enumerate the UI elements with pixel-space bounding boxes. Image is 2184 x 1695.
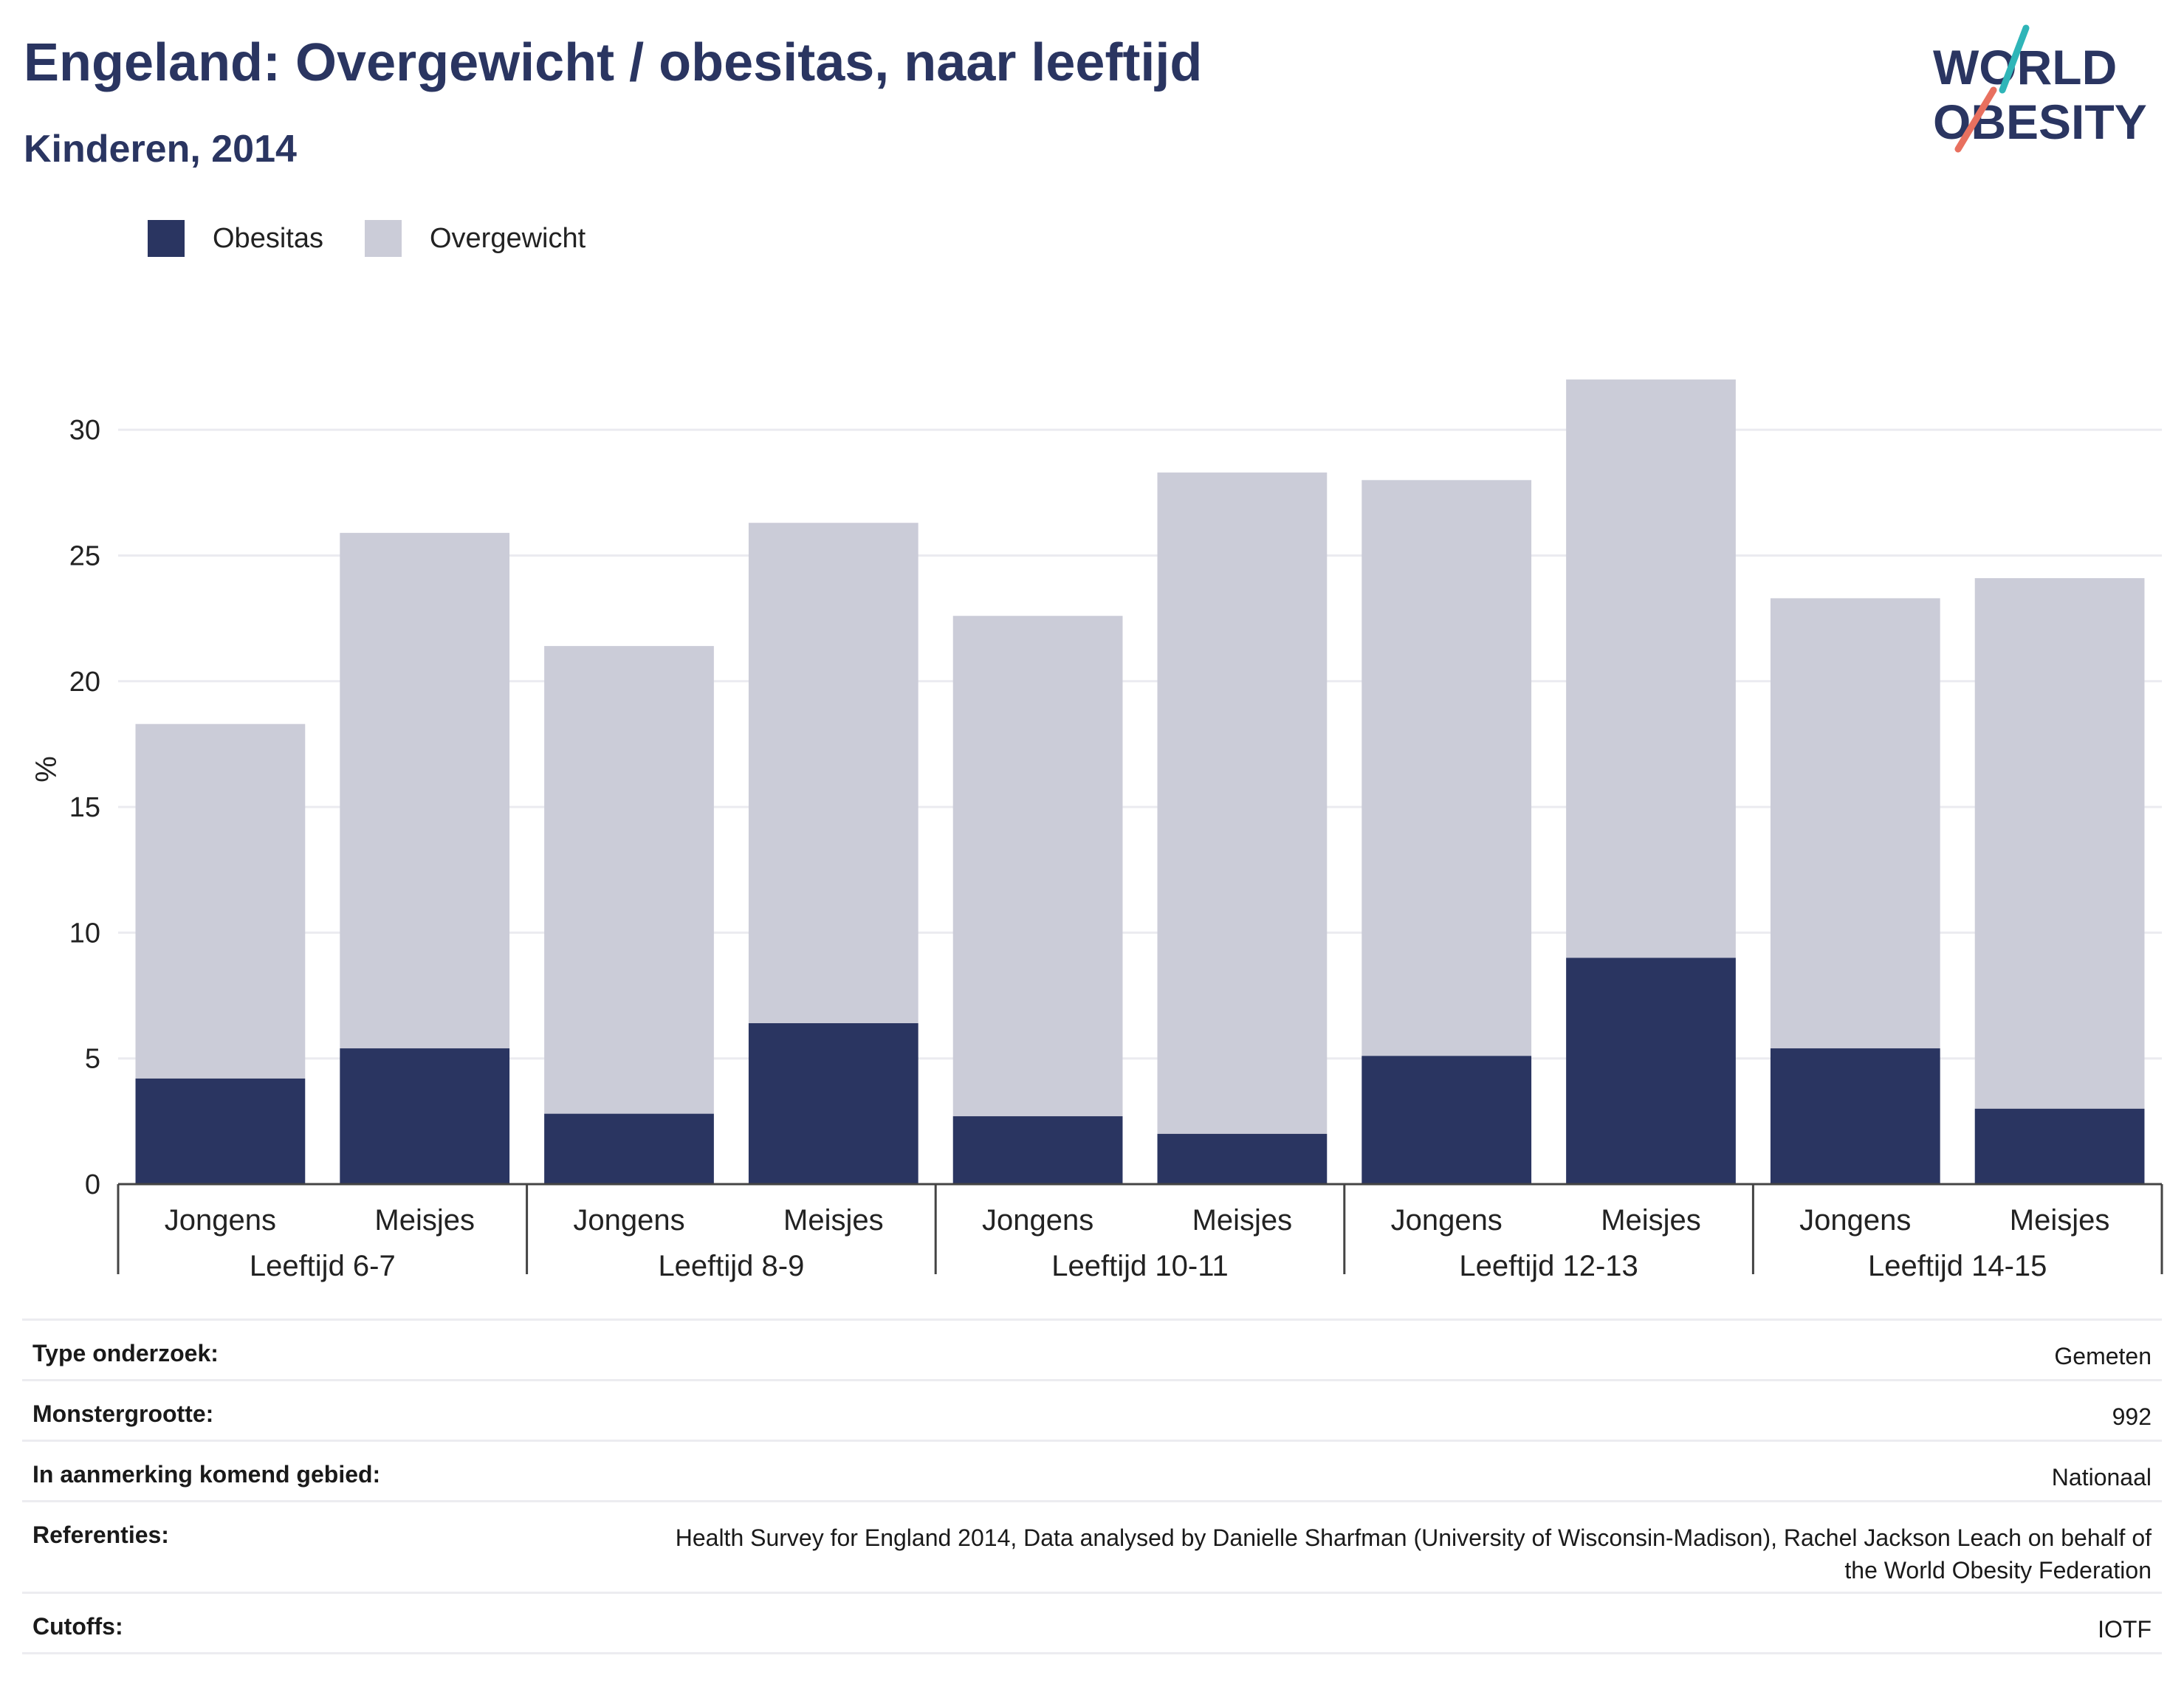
x-group-label: Leeftijd 12-13 [1459, 1250, 1638, 1282]
info-table: Type onderzoek: Gemeten Monstergrootte: … [22, 1318, 2162, 1654]
x-group-label: Leeftijd 6-7 [250, 1250, 396, 1282]
x-category-label: Jongens [573, 1204, 684, 1237]
info-label: In aanmerking komend gebied: [22, 1440, 445, 1502]
info-value-cell: Health Survey for England 2014, Data ana… [444, 1500, 2162, 1593]
legend-label-obesitas: Obesitas [213, 222, 323, 254]
legend-item-obesitas[interactable]: Obesitas [148, 220, 323, 257]
y-axis-label: % [30, 756, 63, 783]
bar-obesitas [544, 1113, 714, 1184]
bar-obesitas [340, 1048, 510, 1184]
info-row-references: Referenties: Health Survey for England 2… [22, 1500, 2162, 1593]
y-tick-label: 25 [69, 540, 100, 571]
bar-overgewicht [135, 723, 306, 1079]
bar-obesitas [135, 1078, 306, 1184]
logo-slash-teal [1999, 24, 2030, 94]
x-group-label: Leeftijd 8-9 [658, 1250, 804, 1282]
bar-overgewicht [748, 523, 918, 1024]
info-row-type: Type onderzoek: Gemeten [22, 1318, 2162, 1381]
logo-text-obesity: OBESITY [1933, 94, 2147, 149]
x-category-label: Jongens [1799, 1204, 1911, 1237]
bar-overgewicht [340, 532, 510, 1049]
bar-overgewicht [1361, 480, 1532, 1056]
y-tick-label: 5 [85, 1044, 100, 1075]
info-label: Referenties: [22, 1500, 445, 1593]
chart-legend: Obesitas Overgewicht [148, 220, 627, 257]
bar-obesitas [1157, 1133, 1328, 1184]
bar-obesitas [1566, 957, 1736, 1184]
bar-overgewicht [544, 646, 714, 1114]
bar-obesitas [1974, 1108, 2145, 1184]
x-group-label: Leeftijd 10-11 [1051, 1250, 1228, 1282]
legend-swatch-overgewicht [364, 220, 402, 257]
info-label: Cutoffs: [22, 1592, 445, 1654]
logo-text-world: WORLD [1933, 40, 2117, 94]
stacked-bar-chart: 0 5 10 15 20 25 30% Jongens Meisjes Jongens Meisje… [30, 379, 2163, 1282]
y-tick-label: 0 [85, 1169, 100, 1200]
info-value: 992 [444, 1379, 2162, 1441]
info-row-area: In aanmerking komend gebied: Nationaal [22, 1440, 2162, 1502]
bar-overgewicht [1566, 379, 1736, 958]
legend-item-overgewicht[interactable]: Overgewicht [364, 220, 586, 257]
bar-obesitas [1770, 1048, 1940, 1184]
legend-label-overgewicht: Overgewicht [429, 222, 586, 254]
info-value: Gemeten [444, 1318, 2162, 1381]
legend-swatch-obesitas [148, 220, 185, 257]
x-group-label: Leeftijd 14-15 [1868, 1250, 2047, 1282]
x-category-label: Jongens [1391, 1204, 1503, 1237]
x-category-label: Meisjes [2010, 1204, 2110, 1237]
bar-overgewicht [1770, 598, 1940, 1049]
bar-obesitas [952, 1116, 1123, 1184]
x-category-label: Meisjes [783, 1204, 884, 1237]
bar-obesitas [748, 1023, 918, 1184]
bar-overgewicht [952, 616, 1123, 1117]
y-tick-label: 30 [69, 415, 100, 446]
chart-subtitle: Kinderen, 2014 [24, 128, 297, 171]
x-category-label: Jongens [982, 1204, 1093, 1237]
chart-title: Engeland: Overgewicht / obesitas, naar l… [24, 33, 1203, 92]
bar-overgewicht [1157, 472, 1328, 1134]
info-label: Type onderzoek: [22, 1318, 445, 1381]
bar-overgewicht [1974, 578, 2145, 1109]
y-tick-label: 10 [69, 918, 100, 949]
info-value: Health Survey for England 2014, Data ana… [675, 1524, 2152, 1584]
world-obesity-logo: WORLD OBESITY [1933, 24, 2147, 153]
y-tick-label: 20 [69, 667, 100, 698]
info-row-sample: Monstergrootte: 992 [22, 1379, 2162, 1441]
y-tick-label: 15 [69, 792, 100, 823]
info-value: Nationaal [444, 1440, 2162, 1502]
info-row-cutoffs: Cutoffs: IOTF [22, 1592, 2162, 1654]
x-category-label: Jongens [165, 1204, 276, 1237]
bar-obesitas [1361, 1056, 1532, 1184]
x-category-label: Meisjes [374, 1204, 475, 1237]
info-value: IOTF [444, 1592, 2162, 1654]
x-category-label: Meisjes [1192, 1204, 1293, 1237]
logo-slash-coral [1954, 86, 1997, 153]
x-category-label: Meisjes [1601, 1204, 1701, 1237]
info-label: Monstergrootte: [22, 1379, 445, 1441]
